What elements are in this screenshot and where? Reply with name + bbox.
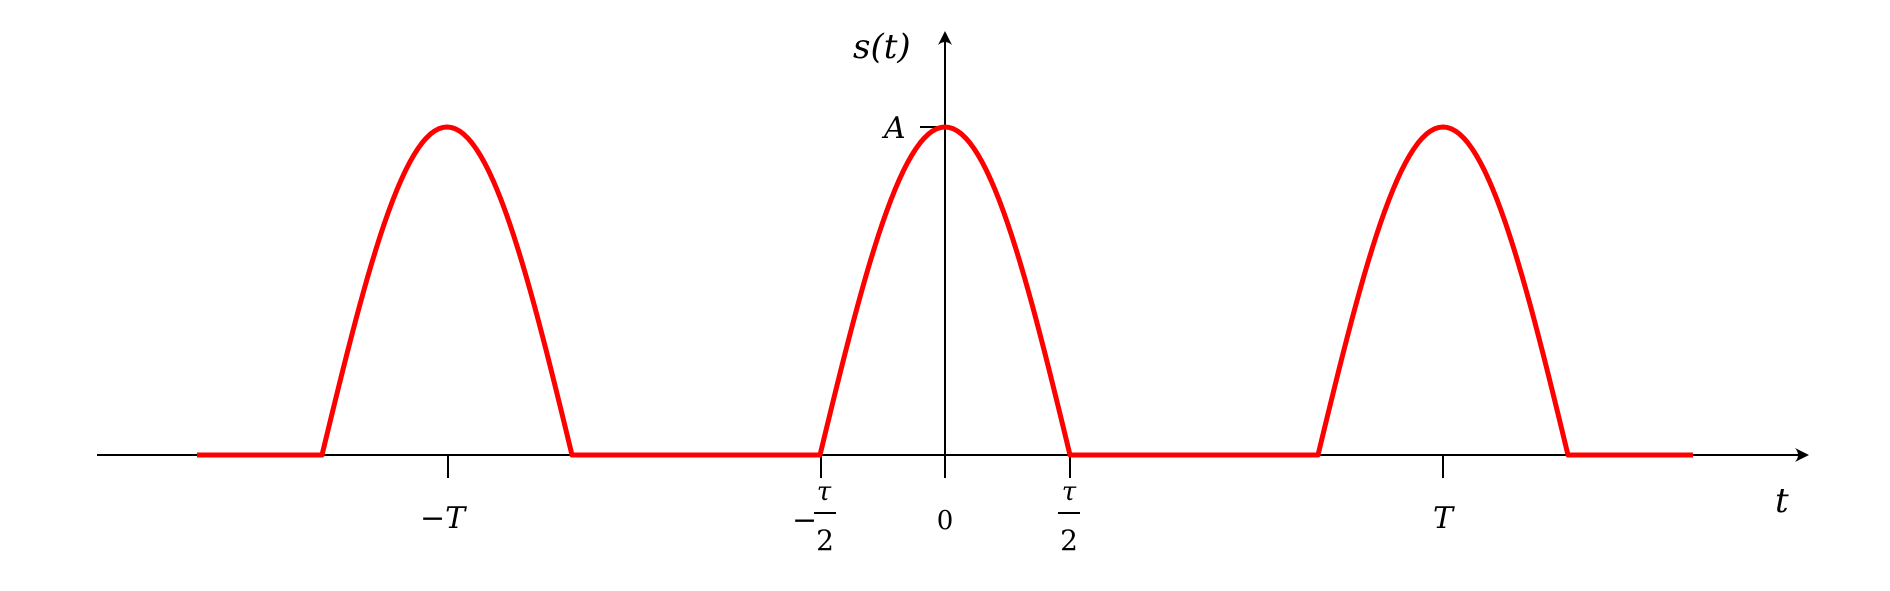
- x-axis-label: t: [1775, 481, 1789, 521]
- label-minus-T: −T: [420, 501, 467, 536]
- label-two-denominator-right: 2: [1060, 524, 1078, 557]
- label-tau-numerator-right: τ: [1062, 477, 1077, 507]
- label-zero: 0: [937, 506, 954, 536]
- label-two-denominator-left: 2: [816, 524, 834, 557]
- label-tau-numerator-left: τ: [817, 477, 832, 507]
- signal-curve: [197, 124, 1693, 458]
- label-minus-sign: −: [792, 503, 817, 538]
- label-T: T: [1433, 501, 1455, 536]
- y-axis-label: s(t): [853, 27, 911, 67]
- amplitude-label: A: [881, 111, 906, 146]
